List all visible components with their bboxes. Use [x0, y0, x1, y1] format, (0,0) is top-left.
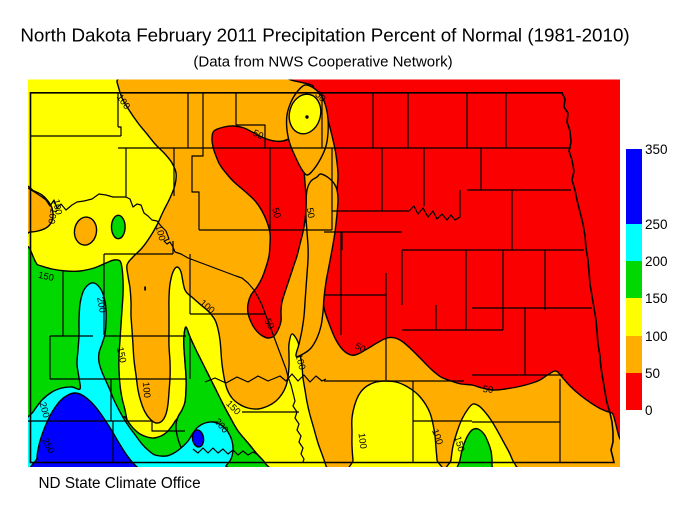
svg-text:250: 250: [645, 217, 668, 232]
svg-text:50: 50: [353, 341, 368, 356]
svg-text:100: 100: [50, 198, 64, 216]
svg-text:150: 150: [114, 346, 128, 364]
svg-text:100: 100: [356, 432, 369, 449]
svg-text:100: 100: [645, 329, 668, 344]
svg-text:100: 100: [153, 224, 168, 242]
svg-text:ND State Climate Office: ND State Climate Office: [39, 475, 201, 492]
svg-text:200: 200: [94, 296, 108, 314]
svg-text:100: 100: [293, 353, 308, 371]
svg-text:350: 350: [645, 142, 668, 157]
svg-text:50: 50: [262, 317, 277, 332]
svg-text:50: 50: [304, 207, 317, 219]
svg-text:200: 200: [37, 401, 52, 419]
svg-text:(Data from NWS Cooperative Net: (Data from NWS Cooperative Network): [193, 54, 452, 71]
svg-text:150: 150: [452, 435, 467, 453]
svg-text:200: 200: [645, 254, 668, 269]
svg-text:100: 100: [429, 428, 445, 447]
svg-text:0: 0: [645, 403, 653, 418]
svg-text:100: 100: [45, 207, 59, 225]
svg-text:50: 50: [482, 384, 493, 396]
svg-text:150: 150: [37, 270, 55, 284]
svg-text:50: 50: [251, 128, 265, 142]
svg-text:100: 100: [140, 382, 152, 399]
svg-text:150: 150: [645, 291, 668, 306]
svg-text:50: 50: [269, 206, 282, 219]
svg-text:50: 50: [645, 366, 660, 381]
svg-text:North Dakota February 2011 Pre: North Dakota February 2011 Precipitation…: [20, 25, 629, 46]
